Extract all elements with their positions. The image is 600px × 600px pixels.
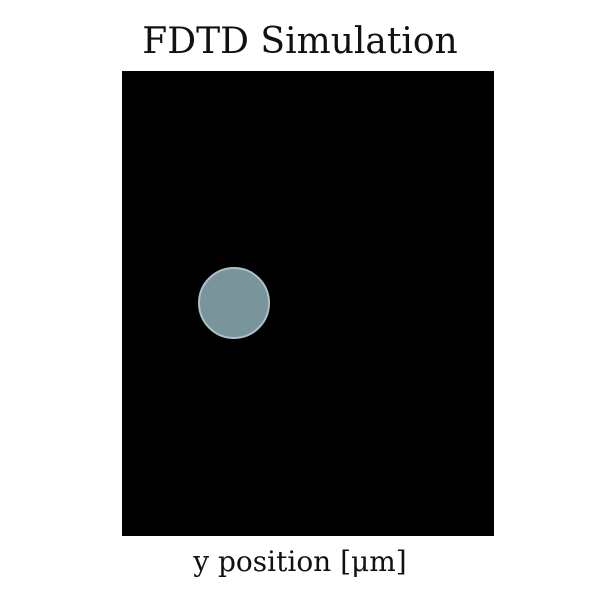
simulation-domain bbox=[122, 71, 494, 536]
x-axis-label: y position [μm] bbox=[193, 545, 407, 578]
domain-background bbox=[122, 71, 494, 536]
figure-title: FDTD Simulation bbox=[142, 21, 458, 62]
scatterer-circle bbox=[198, 267, 270, 339]
